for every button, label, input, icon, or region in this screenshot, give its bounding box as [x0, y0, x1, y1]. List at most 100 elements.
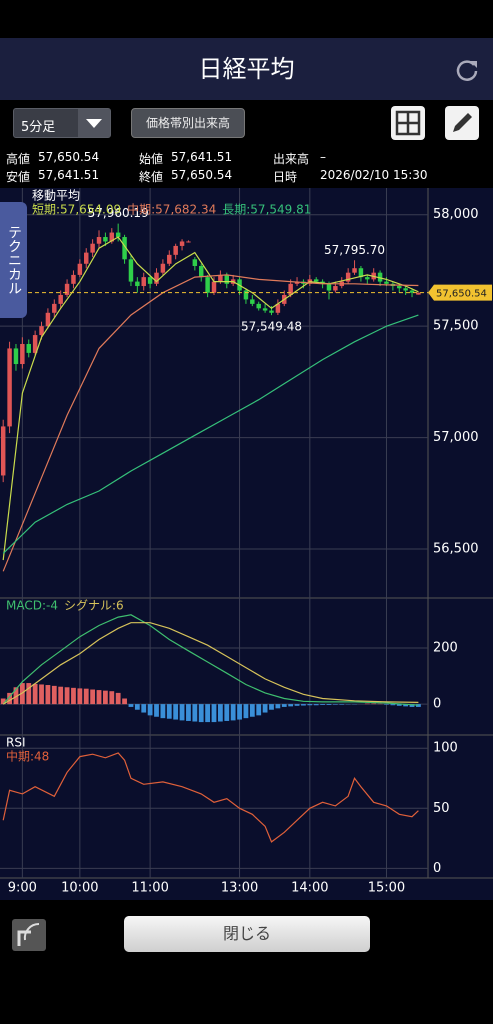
- candle-body: [160, 263, 166, 273]
- candle-body: [218, 274, 223, 282]
- histogram-bar: [166, 704, 172, 719]
- histogram-bar: [243, 704, 249, 719]
- histogram-bar: [122, 698, 127, 705]
- candle-body: [32, 335, 38, 353]
- candle-body: [96, 237, 102, 244]
- candle-body: [326, 283, 332, 291]
- histogram-bar: [288, 704, 294, 707]
- histogram-bar: [326, 704, 332, 705]
- histogram-bar: [396, 704, 402, 706]
- histogram-bar: [96, 690, 102, 705]
- layout-button[interactable]: [391, 106, 425, 140]
- histogram-bar: [109, 691, 115, 705]
- candle-body: [294, 281, 300, 284]
- histogram-bar: [294, 704, 300, 706]
- histogram-bar: [416, 704, 421, 707]
- histogram-bar: [403, 704, 409, 707]
- quote-value: 57,650.54: [171, 168, 233, 182]
- histogram-bar: [390, 704, 396, 706]
- histogram-bar: [160, 704, 166, 719]
- period-select[interactable]: 5分足: [13, 108, 111, 138]
- candle-body: [313, 279, 319, 282]
- technical-tab[interactable]: テクニカル: [0, 202, 27, 318]
- candle-body: [103, 237, 108, 242]
- histogram-bar: [332, 704, 338, 705]
- header-title: 日経平均: [198, 55, 295, 83]
- histogram-bar: [301, 704, 306, 706]
- candle-body: [122, 237, 127, 260]
- histogram-bar: [173, 704, 179, 720]
- histogram-bar: [371, 703, 377, 705]
- histogram-bar: [26, 683, 32, 705]
- volume-button[interactable]: 価格帯別出来高: [131, 108, 245, 138]
- candle-body: [167, 254, 172, 264]
- histogram-bar: [39, 684, 44, 705]
- histogram-bar: [237, 704, 242, 720]
- x-tick-label: 15:00: [368, 881, 405, 896]
- candle-body: [26, 343, 31, 353]
- legend-entry: 中期:57,682.34: [127, 202, 216, 217]
- legend-entry: 短期:57,654.09: [32, 203, 121, 217]
- candle-body: [173, 245, 178, 255]
- histogram-bar: [198, 704, 204, 723]
- quote-label: 終値: [139, 170, 164, 184]
- candle-body: [256, 303, 261, 309]
- y-tick-label: 200: [433, 640, 458, 655]
- candle-body: [333, 286, 338, 291]
- quote-label: 始値: [139, 152, 164, 166]
- y-tick-label: 58,000: [433, 207, 479, 222]
- candle-body: [141, 277, 146, 287]
- series-line: [2, 614, 419, 706]
- histogram-bar: [179, 704, 185, 721]
- candle-body: [147, 277, 153, 284]
- panel-title: RSI: [6, 736, 26, 750]
- y-tick-label: 100: [433, 741, 458, 756]
- histogram-bar: [269, 704, 274, 710]
- y-tick-label: 50: [433, 801, 450, 816]
- refresh-button[interactable]: [454, 57, 480, 83]
- legend-entry: MACD:-4: [6, 599, 58, 613]
- high-low-label: 57,795.70: [324, 243, 385, 257]
- histogram-bar: [230, 704, 236, 721]
- candle-body: [115, 232, 121, 238]
- histogram-bar: [7, 692, 12, 705]
- histogram-bar: [134, 704, 140, 710]
- histogram-bar: [256, 704, 262, 716]
- quote-label: 出来高: [273, 152, 310, 166]
- histogram-bar: [83, 688, 89, 705]
- rotate-button[interactable]: [11, 918, 47, 952]
- histogram-bar: [71, 687, 76, 705]
- draw-button[interactable]: [445, 106, 479, 140]
- quote-value: 57,650.54: [38, 150, 100, 164]
- last-price-label: 57,650.54: [436, 289, 487, 300]
- histogram-bar: [307, 704, 313, 706]
- candle-body: [20, 343, 25, 365]
- y-tick-label: 0: [433, 861, 441, 876]
- histogram-bar: [13, 687, 19, 705]
- histogram-bar: [64, 687, 70, 705]
- histogram-bar: [409, 704, 415, 707]
- histogram-bar: [154, 704, 159, 717]
- series-line: [2, 274, 419, 572]
- candle-body: [384, 281, 389, 284]
- candle-body: [365, 277, 370, 280]
- candle-body: [397, 286, 402, 289]
- candle-body: [205, 277, 210, 293]
- histogram-bar: [339, 704, 345, 705]
- legend-entry: 長期:57,549.81: [222, 203, 311, 217]
- histogram-bar: [384, 704, 389, 705]
- histogram-bar: [275, 704, 281, 709]
- candle-body: [409, 290, 415, 293]
- candle-body: [416, 292, 421, 295]
- candle-body: [179, 241, 185, 246]
- candle-body: [288, 283, 293, 295]
- histogram-bar: [77, 688, 83, 705]
- histogram-bar: [103, 690, 108, 705]
- close-button[interactable]: 閉じる: [124, 916, 370, 952]
- quote-value: 2026/02/10 15:30: [320, 168, 428, 182]
- series-line: [2, 314, 419, 554]
- high-low-label: 57,960.19: [88, 206, 149, 220]
- quote-label: 日時: [273, 170, 298, 184]
- candle-body: [224, 274, 230, 284]
